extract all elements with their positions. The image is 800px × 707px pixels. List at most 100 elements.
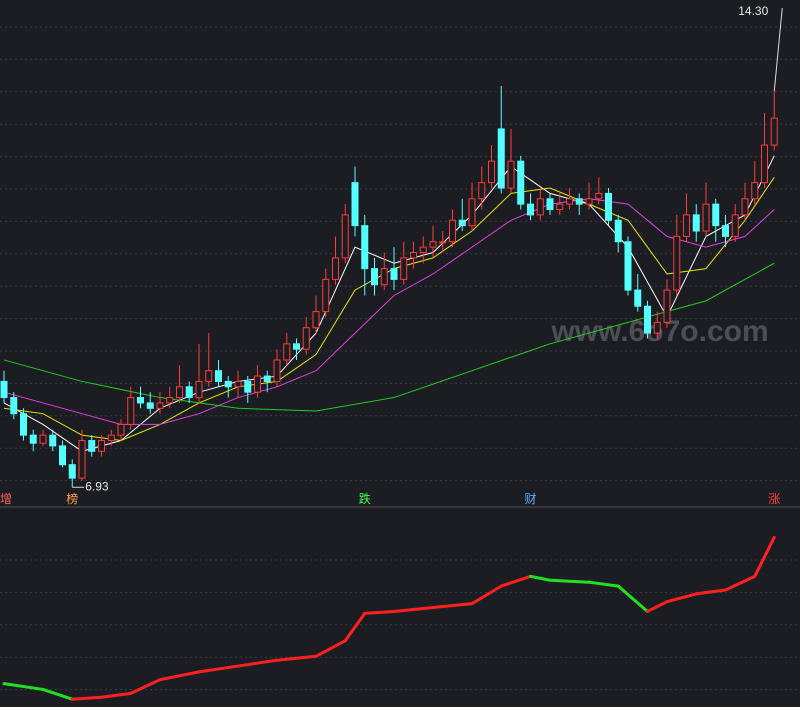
- candle-body: [546, 198, 554, 211]
- candle-body: [439, 241, 447, 244]
- high-label: 14.30: [738, 4, 768, 18]
- candle-body: [49, 434, 57, 447]
- candle-body: [156, 402, 164, 409]
- candle-body: [215, 370, 222, 382]
- indicator-segment: [314, 639, 347, 658]
- candle-body: [634, 289, 642, 307]
- candle-body: [556, 203, 564, 211]
- candle-body: [195, 380, 203, 399]
- indicator-segment: [236, 658, 279, 668]
- candle-body: [536, 198, 544, 216]
- candle-body: [107, 434, 115, 442]
- candle-body: [722, 225, 729, 237]
- candle-body: [10, 397, 18, 415]
- candle-body: [712, 203, 720, 227]
- candle-body: [644, 305, 651, 334]
- candle-body: [410, 252, 417, 259]
- candle-body: [20, 413, 27, 436]
- candle-body: [312, 311, 320, 329]
- indicator-segment: [694, 588, 727, 596]
- candle-body: [673, 235, 681, 291]
- indicator-segment: [470, 584, 503, 606]
- candle-body: [293, 343, 300, 350]
- candle-body: [507, 160, 515, 189]
- candle-body: [595, 192, 603, 200]
- candle-body: [371, 268, 378, 286]
- candle-body: [741, 198, 749, 216]
- candle-body: [566, 198, 573, 205]
- candle-body: [478, 182, 486, 200]
- indicator-segment: [616, 584, 649, 613]
- candle-body: [273, 359, 281, 382]
- candle-body: [624, 241, 632, 291]
- candle-body: [117, 423, 125, 436]
- candle-body: [663, 289, 671, 323]
- candle-body: [517, 160, 525, 205]
- indicator-segment: [2, 682, 45, 691]
- candle-body: [731, 214, 739, 237]
- candle-body: [761, 144, 768, 184]
- candle-body: [98, 440, 105, 452]
- candle-body: [653, 321, 661, 334]
- indicator-segment: [343, 611, 367, 643]
- indicator-segment: [275, 654, 318, 662]
- indicator-segment: [129, 678, 162, 695]
- candle-body: [341, 214, 349, 259]
- event-marker: 跌: [359, 491, 371, 506]
- candle-body: [205, 370, 213, 382]
- candle-body: [224, 380, 232, 388]
- candle-body: [78, 440, 86, 479]
- candle-body: [137, 397, 144, 404]
- candle-body: [458, 219, 466, 227]
- candle-body: [585, 198, 593, 205]
- candle-body: [166, 397, 174, 404]
- indicator-segment: [499, 574, 532, 588]
- candle-body: [702, 203, 710, 232]
- candle-body: [0, 380, 8, 399]
- event-marker: 增: [0, 492, 12, 506]
- candle-body: [234, 380, 242, 388]
- moving-average-line: [3, 262, 775, 412]
- candle-body: [185, 386, 193, 399]
- candle-body: [146, 402, 154, 409]
- candle-body: [468, 198, 476, 227]
- candle-body: [322, 278, 330, 313]
- candle-body: [361, 225, 369, 270]
- indicator-segment: [392, 606, 435, 613]
- candle-body: [68, 464, 76, 479]
- candle-body: [527, 203, 534, 216]
- indicator-segment: [158, 670, 201, 682]
- candle-body: [488, 160, 495, 184]
- candle-body: [176, 386, 183, 399]
- candle-body: [400, 257, 408, 280]
- indicator-segment: [548, 578, 591, 584]
- candle-body: [351, 182, 359, 227]
- candle-body: [575, 198, 583, 205]
- candle-body: [751, 182, 759, 200]
- candle-body: [449, 219, 456, 243]
- low-label: 6.93: [85, 479, 109, 493]
- candle-body: [302, 327, 310, 350]
- indicator-segment: [753, 535, 776, 578]
- candle-body: [59, 445, 66, 466]
- indicator-segment: [197, 664, 240, 674]
- indicator-segment: [41, 687, 74, 701]
- candle-body: [127, 397, 135, 425]
- candle-body: [283, 343, 291, 361]
- candle-body: [605, 192, 612, 221]
- indicator-segment: [70, 695, 103, 701]
- candle-body: [254, 375, 261, 393]
- candle-body: [332, 257, 339, 280]
- candle-body: [380, 268, 388, 286]
- candle-body: [263, 375, 271, 382]
- candle-body: [390, 268, 398, 280]
- candle-body: [683, 214, 690, 237]
- candle-body: [692, 214, 700, 232]
- indicator-segment: [724, 574, 757, 592]
- indicator-segment: [646, 600, 669, 613]
- candle-body: [39, 434, 47, 444]
- indicator-segment: [587, 580, 620, 588]
- candle-body: [419, 246, 427, 253]
